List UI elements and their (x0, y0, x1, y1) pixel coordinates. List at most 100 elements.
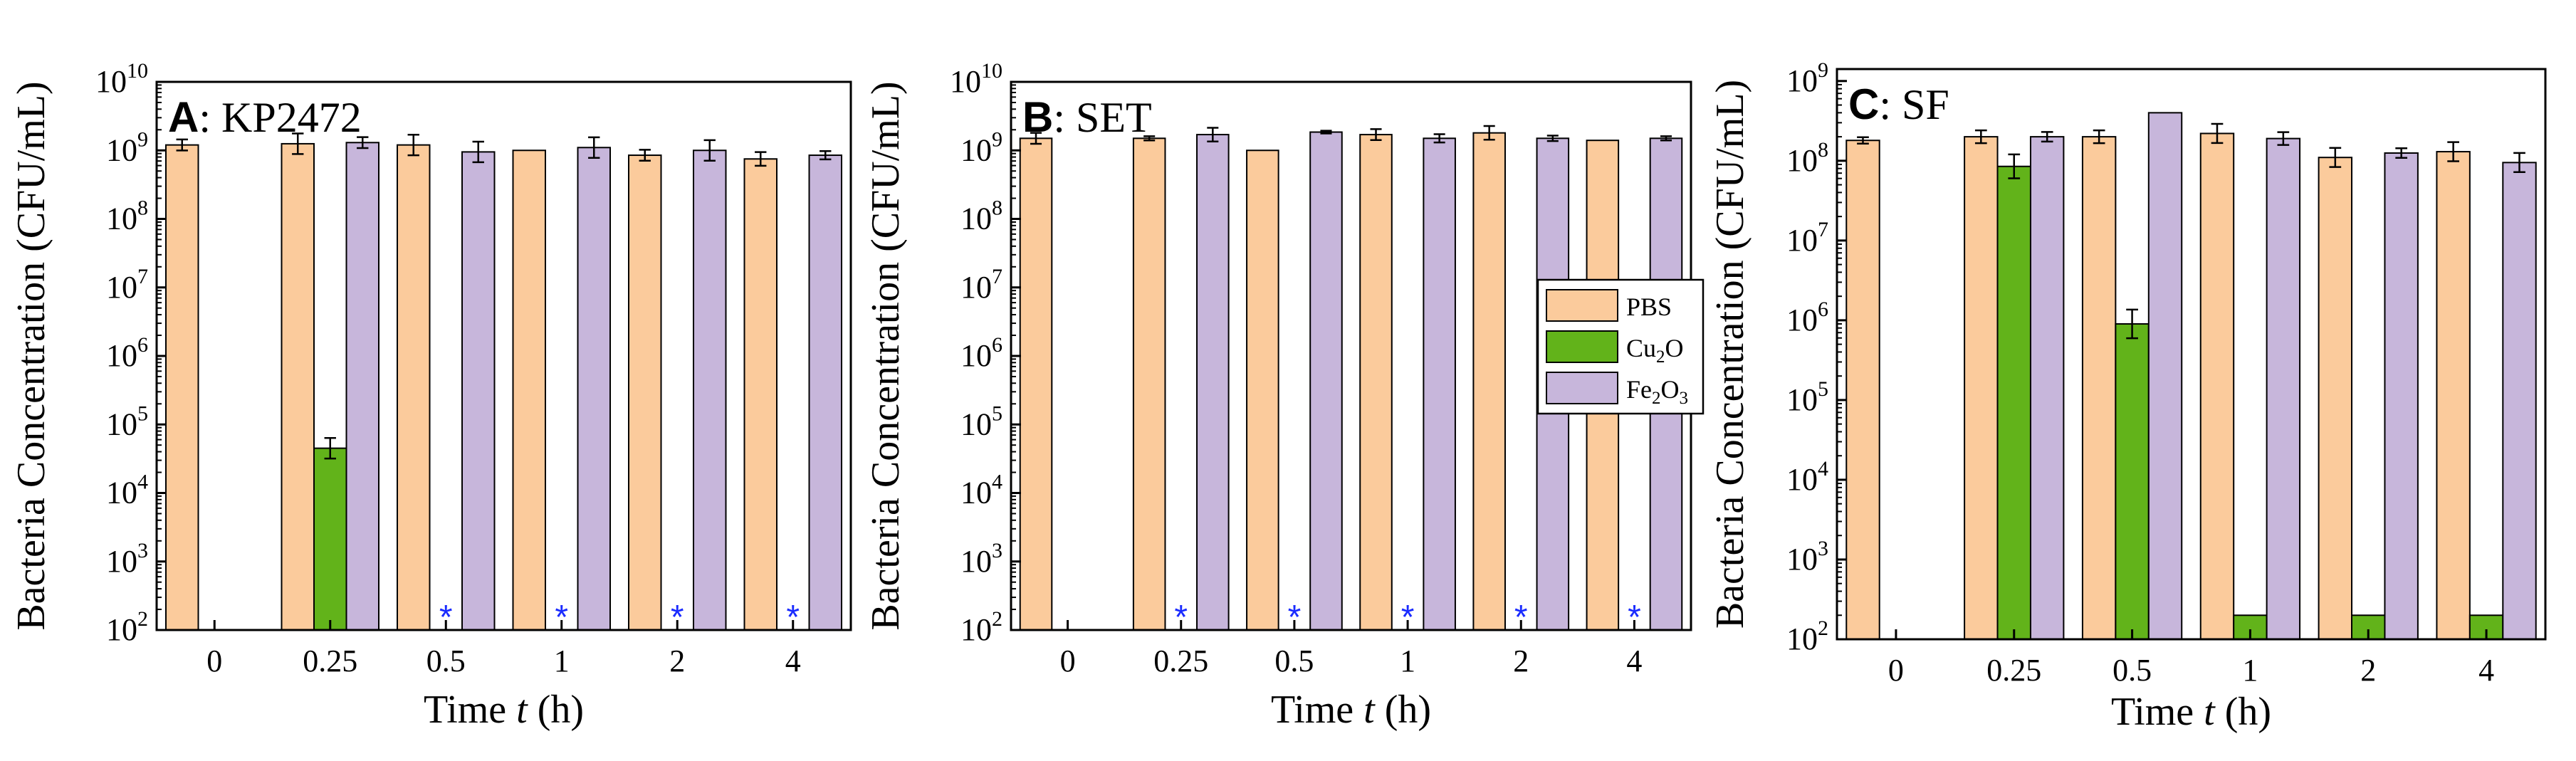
y-tick-exponent: 3 (992, 539, 1002, 562)
x-tick-label: 2 (1513, 644, 1529, 678)
error-bar-fe2o3-0_25 (357, 136, 369, 149)
y-axis-title: Bacteria Concentration (CFU/mL) (1708, 80, 1752, 629)
error-bar-pbs-4 (755, 151, 767, 167)
error-bar-fe2o3-0_25 (2041, 131, 2053, 143)
x-axis-title: Time t (h) (2111, 690, 2271, 734)
y-tick-base: 10 (960, 132, 992, 167)
bar-cu2o-0_25 (313, 447, 347, 631)
y-tick-exponent: 9 (1818, 58, 1828, 82)
x-axis-title-text: Time (2111, 690, 2204, 734)
bar-pbs-0 (1845, 140, 1880, 641)
y-tick-exponent: 10 (981, 59, 1002, 83)
bar-fe2o3-4 (2502, 162, 2537, 640)
y-tick-label: 103 (106, 539, 148, 579)
error-bar-fe2o3-1 (1433, 133, 1445, 144)
error-bar-fe2o3-4 (1660, 135, 1672, 142)
bar-pbs-0_5 (2081, 136, 2117, 640)
y-tick-label: 108 (1786, 138, 1828, 178)
x-tick-label: 0 (1060, 644, 1076, 678)
y-tick-label: 106 (960, 333, 1002, 373)
error-bar-pbs-4 (2447, 141, 2460, 162)
bar-pbs-0_5 (397, 144, 431, 631)
y-tick-label: 105 (960, 402, 1002, 441)
error-bar-pbs-2 (1483, 125, 1495, 141)
bar-pbs-0 (165, 144, 199, 631)
y-tick-base: 10 (1786, 621, 1818, 656)
below-detection-star: * (1174, 599, 1188, 636)
y-tick-base: 10 (960, 612, 992, 647)
x-tick-label: 2 (2360, 653, 2376, 688)
legend-text-part: PBS (1626, 293, 1672, 321)
panel-letter: A (168, 93, 199, 141)
y-tick-label: 102 (106, 607, 148, 647)
bar-cu2o-0_5 (2115, 323, 2150, 640)
y-tick-exponent: 5 (1818, 377, 1828, 401)
y-tick-label: 1010 (950, 59, 1002, 99)
y-tick-base: 10 (106, 544, 137, 579)
below-detection-star: * (555, 599, 568, 636)
bar-fe2o3-0_5 (461, 151, 496, 631)
y-tick-exponent: 8 (992, 196, 1002, 220)
y-tick-exponent: 5 (992, 402, 1002, 425)
y-tick-base: 10 (1786, 303, 1818, 337)
bar-pbs-0_5 (1246, 149, 1279, 631)
y-tick-exponent: 6 (1818, 298, 1828, 321)
x-tick-label: 0 (206, 644, 222, 678)
y-tick-base: 10 (960, 476, 992, 510)
y-tick-exponent: 9 (992, 127, 1002, 151)
y-tick-exponent: 4 (1818, 457, 1828, 481)
x-axis-title-var: t (2204, 690, 2216, 734)
below-detection-star: * (1288, 599, 1302, 636)
x-axis-title-var: t (1363, 688, 1376, 732)
y-tick-label: 106 (106, 333, 148, 373)
y-tick-label: 102 (1786, 616, 1828, 656)
x-tick-label: 0 (1888, 653, 1904, 688)
y-tick-exponent: 6 (992, 333, 1002, 357)
y-tick-base: 10 (960, 338, 992, 373)
x-tick-label: 4 (2478, 653, 2494, 688)
error-bar-pbs-1 (2211, 122, 2224, 145)
panel-label: A: KP2472 (168, 93, 362, 141)
bar-fe2o3-1 (2266, 137, 2301, 641)
y-tick-exponent: 4 (137, 471, 148, 494)
bar-fe2o3-0_25 (1196, 134, 1230, 631)
y-tick-exponent: 2 (137, 607, 148, 631)
y-tick-label: 104 (106, 471, 148, 510)
legend-label-pbs: PBS (1626, 293, 1672, 321)
legend-label-fe2o3: Fe2O3 (1626, 375, 1688, 408)
error-bar-pbs-2 (2329, 147, 2342, 168)
y-tick-label: 109 (960, 127, 1002, 167)
error-bar-fe2o3-4 (820, 150, 832, 161)
x-tick-label: 0.5 (426, 644, 466, 678)
legend-label-cu2o: Cu2O (1626, 334, 1684, 367)
y-tick-label: 104 (960, 471, 1002, 510)
x-tick-label: 1 (2242, 653, 2258, 688)
x-tick-label: 1 (1400, 644, 1415, 678)
y-tick-exponent: 5 (137, 402, 148, 425)
y-tick-base: 10 (950, 64, 981, 99)
y-tick-base: 10 (1786, 542, 1818, 577)
y-tick-label: 107 (1786, 218, 1828, 258)
bar-pbs-1 (1359, 134, 1393, 631)
error-bar-pbs-0_5 (407, 133, 419, 157)
y-tick-base: 10 (1786, 382, 1818, 417)
x-tick-label: 1 (554, 644, 570, 678)
error-bar-pbs-0 (1857, 136, 1869, 145)
y-tick-base: 10 (106, 406, 137, 441)
y-tick-label: 108 (106, 196, 148, 236)
x-axis-title-unit: (h) (528, 688, 584, 732)
error-bar-pbs-0 (176, 138, 188, 152)
error-bar-pbs-2 (639, 149, 651, 162)
panel-letter: B (1022, 93, 1053, 141)
y-axis-title: Bacteria Concentration (CFU/mL) (864, 81, 908, 630)
x-axis-title-var: t (516, 688, 528, 732)
error-bar-fe2o3-2 (2395, 147, 2408, 159)
x-tick-label: 0.25 (1153, 644, 1208, 678)
legend-subscript: 2 (1652, 389, 1661, 408)
error-bar-pbs-0 (1030, 132, 1042, 145)
y-tick-label: 108 (960, 196, 1002, 236)
y-tick-exponent: 7 (137, 265, 148, 288)
below-detection-star: * (786, 599, 800, 636)
